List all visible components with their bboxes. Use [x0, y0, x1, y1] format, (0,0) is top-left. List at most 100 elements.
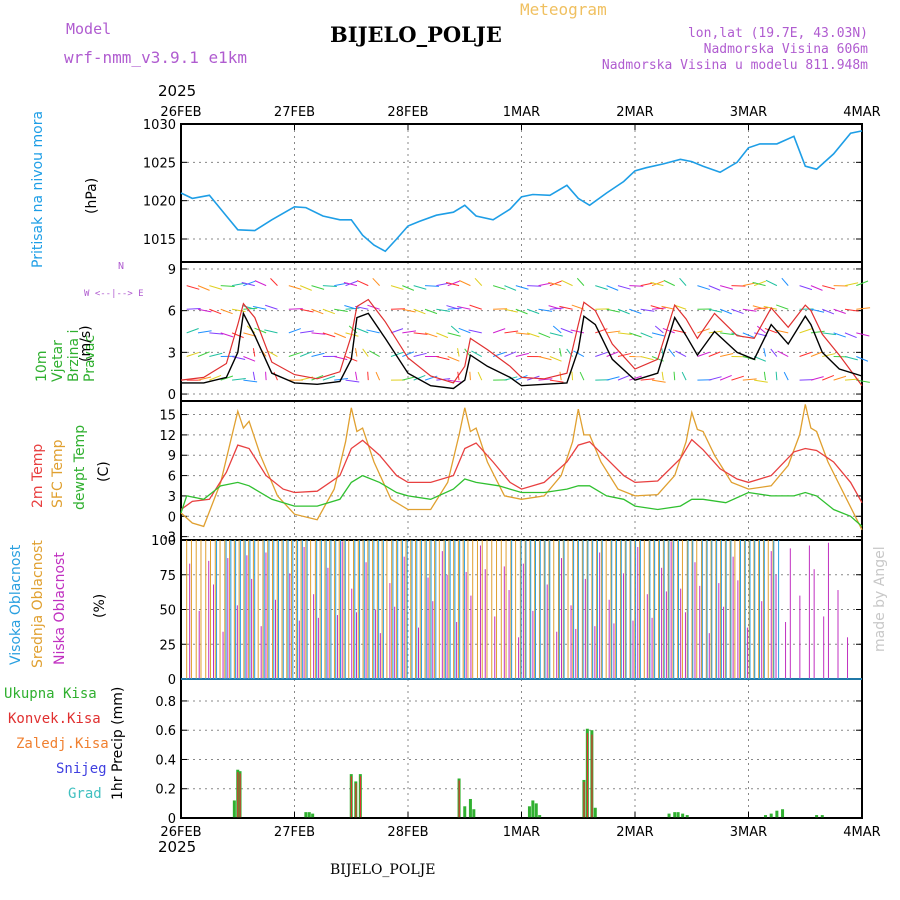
- wind-arrow: [299, 285, 312, 291]
- wind-arrow: [756, 325, 766, 334]
- wind-arrow: [446, 305, 460, 310]
- wind-arrow: [288, 328, 301, 334]
- convective-bar: [359, 776, 362, 818]
- wind-arrow: [810, 285, 823, 291]
- wind-arrow: [231, 332, 244, 339]
- precip-bar: [463, 806, 467, 818]
- legend-konvek: Konvek.Kisa: [8, 711, 101, 727]
- wind-arrow: [243, 307, 258, 310]
- wind-arrow: [424, 308, 438, 315]
- wind-arrow: [369, 350, 380, 357]
- wind-arrow: [617, 374, 630, 381]
- wind-arrow: [390, 308, 405, 310]
- xtick-label-top: 2MAR: [616, 105, 653, 120]
- xtick-label-top: 28FEB: [387, 105, 428, 120]
- wind-arrow: [355, 371, 358, 381]
- precip-bar: [685, 815, 689, 818]
- elevation-text: Nadmorska Visina 606m: [703, 42, 868, 57]
- wind-arrow: [617, 308, 630, 315]
- wind-speed-line: [181, 311, 863, 390]
- wind-arrow: [436, 308, 450, 312]
- wind-arrow: [549, 280, 562, 287]
- wind-arrow: [515, 332, 530, 335]
- wind-arrow: [344, 305, 358, 310]
- wind-arrow: [504, 330, 519, 334]
- wind-arrow: [549, 356, 562, 362]
- legend-snijeg: Snijeg: [56, 761, 107, 777]
- wind-arrow: [436, 332, 449, 339]
- wind-arrow: [459, 280, 471, 287]
- wind-arrow: [559, 371, 562, 381]
- wind-arrow: [356, 280, 369, 287]
- wind-arrow: [243, 280, 256, 287]
- wind-arrow: [833, 375, 847, 381]
- wind-arrow: [538, 332, 551, 339]
- wind-arrow: [254, 280, 267, 287]
- convective-bar: [239, 773, 241, 818]
- precip-bar: [764, 815, 768, 818]
- ytick-label: 100: [151, 534, 176, 549]
- wind-arrow: [402, 308, 416, 313]
- wind-arrow: [776, 304, 789, 310]
- wind-arrow: [288, 308, 303, 310]
- ytick-label: 1015: [143, 233, 176, 248]
- wind-arrow: [402, 285, 415, 291]
- model-elevation-text: Nadmorska Visina u modelu 811.948m: [601, 58, 868, 73]
- wind-arrow: [288, 285, 302, 290]
- wind-arrow: [186, 285, 200, 290]
- wind-arrow: [799, 351, 812, 357]
- wind-arrow: [629, 375, 642, 381]
- wind-arrow: [402, 376, 416, 381]
- wind-arrow: [413, 352, 427, 358]
- wind-arrow: [241, 282, 255, 287]
- wind-arrow: [663, 279, 675, 287]
- xtick-label-bottom: 3MAR: [730, 825, 767, 840]
- wind-arrow: [617, 332, 632, 335]
- xtick-label-bottom: 2MAR: [616, 825, 653, 840]
- wind-arrow: [579, 371, 585, 381]
- wind-arrow: [197, 285, 210, 291]
- wind-arrow: [197, 376, 212, 381]
- wind-arrow: [334, 332, 346, 339]
- precip-bar: [468, 798, 472, 818]
- wind-arrow: [504, 351, 517, 357]
- precip-bar: [232, 800, 236, 818]
- year-label-bottom: 2025: [158, 838, 197, 856]
- station-title: BIJELO_POLJE: [330, 22, 502, 47]
- wind-arrow: [752, 281, 766, 287]
- ytick-label: 0.6: [155, 724, 176, 739]
- legend-ukupna: Ukupna Kisa: [4, 686, 97, 702]
- wind-arrow: [742, 378, 757, 381]
- wind-arrow: [288, 351, 302, 357]
- wind-arrow: [450, 325, 460, 334]
- panel-frame: [180, 400, 863, 541]
- precip-bar: [472, 809, 476, 818]
- wind-arrow: [515, 308, 528, 315]
- wind-arrow: [311, 352, 325, 358]
- wind-arrow: [752, 305, 766, 310]
- wind-arrow: [763, 305, 777, 310]
- wind-arrow: [538, 378, 553, 381]
- ytick-label: 15: [159, 409, 176, 424]
- year-label-top: 2025: [158, 82, 197, 100]
- wind-arrow: [833, 332, 846, 338]
- wind-arrow: [549, 332, 563, 337]
- ytick-label: 6: [168, 305, 176, 320]
- convective-bar: [237, 772, 239, 818]
- wind-arrow: [390, 328, 404, 334]
- ytick-label: 1025: [143, 156, 176, 171]
- wind-arrow: [345, 280, 358, 287]
- wind-arrow: [243, 379, 258, 383]
- wind-arrow: [186, 351, 200, 357]
- wind-arrow: [822, 308, 835, 315]
- wind-arrow: [560, 327, 573, 334]
- wind-arrow: [343, 282, 358, 287]
- wind-arrow: [856, 356, 869, 362]
- wind-arrow: [527, 285, 542, 287]
- wind-arrow: [775, 371, 778, 381]
- xtick-label-top: 3MAR: [730, 105, 767, 120]
- wind-arrow: [197, 351, 210, 357]
- ytick-label: 9: [168, 449, 176, 464]
- wind-arrow: [673, 371, 676, 381]
- ytick-label: 50: [159, 604, 176, 619]
